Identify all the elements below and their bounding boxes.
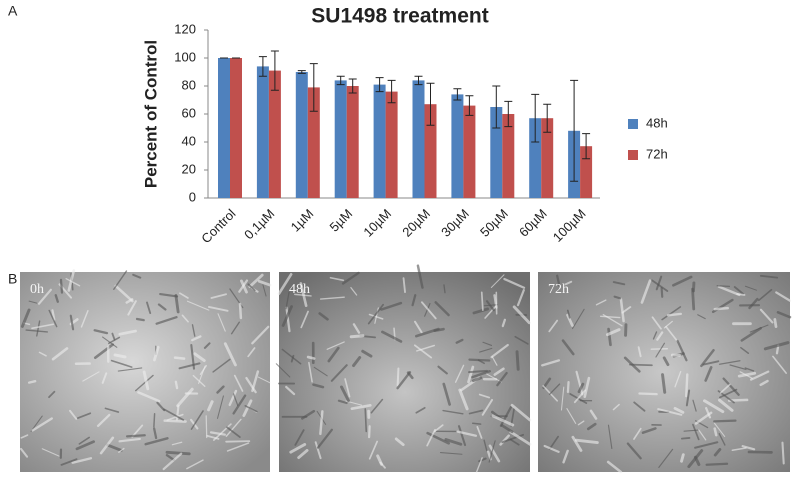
cell: [775, 319, 776, 326]
cell: [707, 464, 727, 465]
cell: [473, 423, 481, 424]
bar: [257, 66, 269, 198]
cell: [717, 286, 729, 287]
x-tick-label: 60µM: [516, 206, 550, 240]
cell: [568, 382, 569, 392]
cell: [137, 319, 144, 320]
cell: [175, 358, 184, 359]
cell: [165, 421, 186, 422]
cell: [517, 352, 518, 370]
cell: [167, 452, 189, 453]
cell: [115, 355, 125, 357]
x-tick-label: 50µM: [477, 206, 511, 240]
x-tick-label: 30µM: [438, 206, 472, 240]
cell: [686, 374, 687, 396]
cell: [365, 409, 366, 431]
image-label: 72h: [548, 282, 569, 297]
panel-label: A: [8, 3, 18, 19]
y-axis-label: Percent of Control: [141, 40, 160, 188]
cell: [206, 416, 207, 438]
cell: [737, 294, 744, 295]
cell: [176, 382, 177, 388]
legend-label: 72h: [646, 146, 668, 161]
bar: [413, 80, 425, 198]
y-tick-label: 60: [182, 105, 196, 120]
x-tick-label: Control: [198, 206, 238, 246]
cell: [351, 336, 363, 337]
cell: [682, 438, 690, 439]
x-tick-label: 20µM: [399, 206, 433, 240]
cell: [662, 288, 663, 297]
micrograph: [279, 272, 530, 472]
x-tick-label: 5µM: [327, 206, 356, 235]
x-tick-label: 0,1µM: [241, 206, 277, 242]
cell: [226, 441, 249, 442]
cell: [127, 435, 145, 436]
cell: [668, 314, 681, 315]
bar: [347, 86, 359, 198]
cell: [715, 429, 716, 436]
x-tick-label: 10µM: [360, 206, 394, 240]
legend-swatch: [628, 119, 638, 129]
y-tick-label: 0: [189, 189, 196, 204]
chart-title: SU1498 treatment: [311, 5, 488, 28]
legend-label: 48h: [646, 115, 668, 130]
y-tick-label: 100: [174, 49, 196, 64]
cell: [29, 381, 35, 382]
panel-label: B: [8, 271, 17, 287]
x-tick-label: 100µM: [550, 206, 589, 245]
cell: [609, 329, 611, 345]
image-label: 48h: [289, 282, 310, 297]
micrographs: 0h 48h 72h: [20, 266, 790, 472]
cell: [714, 421, 735, 422]
y-tick-label: 40: [182, 133, 196, 148]
bar: [463, 106, 475, 198]
cell: [782, 443, 783, 464]
cell: [308, 357, 314, 358]
bar: [230, 58, 242, 198]
cell: [715, 308, 728, 309]
image-label: 0h: [30, 282, 44, 297]
cell: [640, 393, 657, 394]
bar: [386, 92, 398, 198]
bar: [451, 94, 463, 198]
cell: [154, 414, 155, 427]
x-tick-label: 1µM: [288, 206, 317, 235]
y-tick-label: 20: [182, 161, 196, 176]
y-tick-label: 120: [174, 21, 196, 36]
bar: [296, 72, 308, 198]
cell: [482, 292, 483, 310]
cell: [398, 369, 399, 386]
cell: [240, 304, 241, 318]
bar: [335, 80, 347, 198]
legend-swatch: [628, 150, 638, 160]
cell: [469, 360, 489, 361]
bar: [374, 85, 386, 198]
y-tick-label: 80: [182, 77, 196, 92]
cell: [682, 455, 684, 462]
bar: [218, 58, 230, 198]
cell: [61, 280, 62, 293]
